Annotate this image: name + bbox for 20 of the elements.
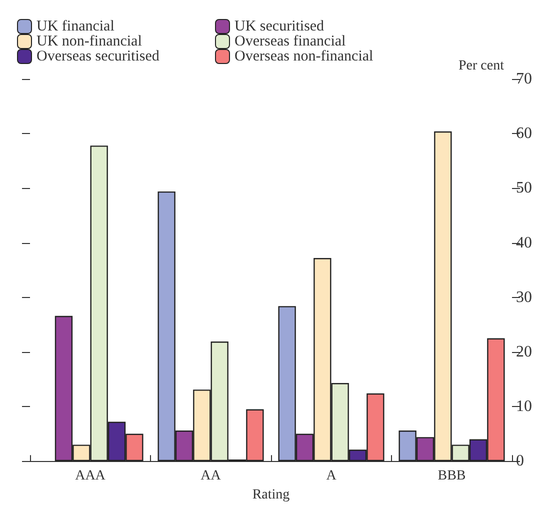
legend-label: Overseas securitised: [36, 48, 160, 64]
y-tick-label: 60: [516, 125, 532, 142]
y-tick-label: 50: [516, 180, 532, 197]
legend-label: UK securitised: [234, 18, 325, 34]
x-tick-label: AAA: [75, 468, 106, 484]
x-tick-label: BBB: [438, 468, 466, 484]
y-tick-label: 0: [516, 452, 524, 470]
legend-label: UK non-financial: [36, 34, 142, 50]
y-tick-label: 30: [516, 288, 532, 306]
y-tick-label: 10: [516, 398, 532, 416]
y-axis-title: Per cent: [458, 58, 504, 74]
x-tick-label: AA: [200, 468, 222, 484]
y-tick-label: 70: [516, 70, 532, 88]
legend-label: UK financial: [36, 18, 114, 34]
x-axis-title: Rating: [252, 488, 290, 502]
legend-label: Overseas non-financial: [234, 48, 374, 64]
legend-label: Overseas financial: [234, 34, 346, 50]
y-tick-label: 20: [516, 343, 532, 360]
y-tick-label: 40: [516, 234, 532, 252]
x-tick-label: A: [326, 468, 338, 484]
